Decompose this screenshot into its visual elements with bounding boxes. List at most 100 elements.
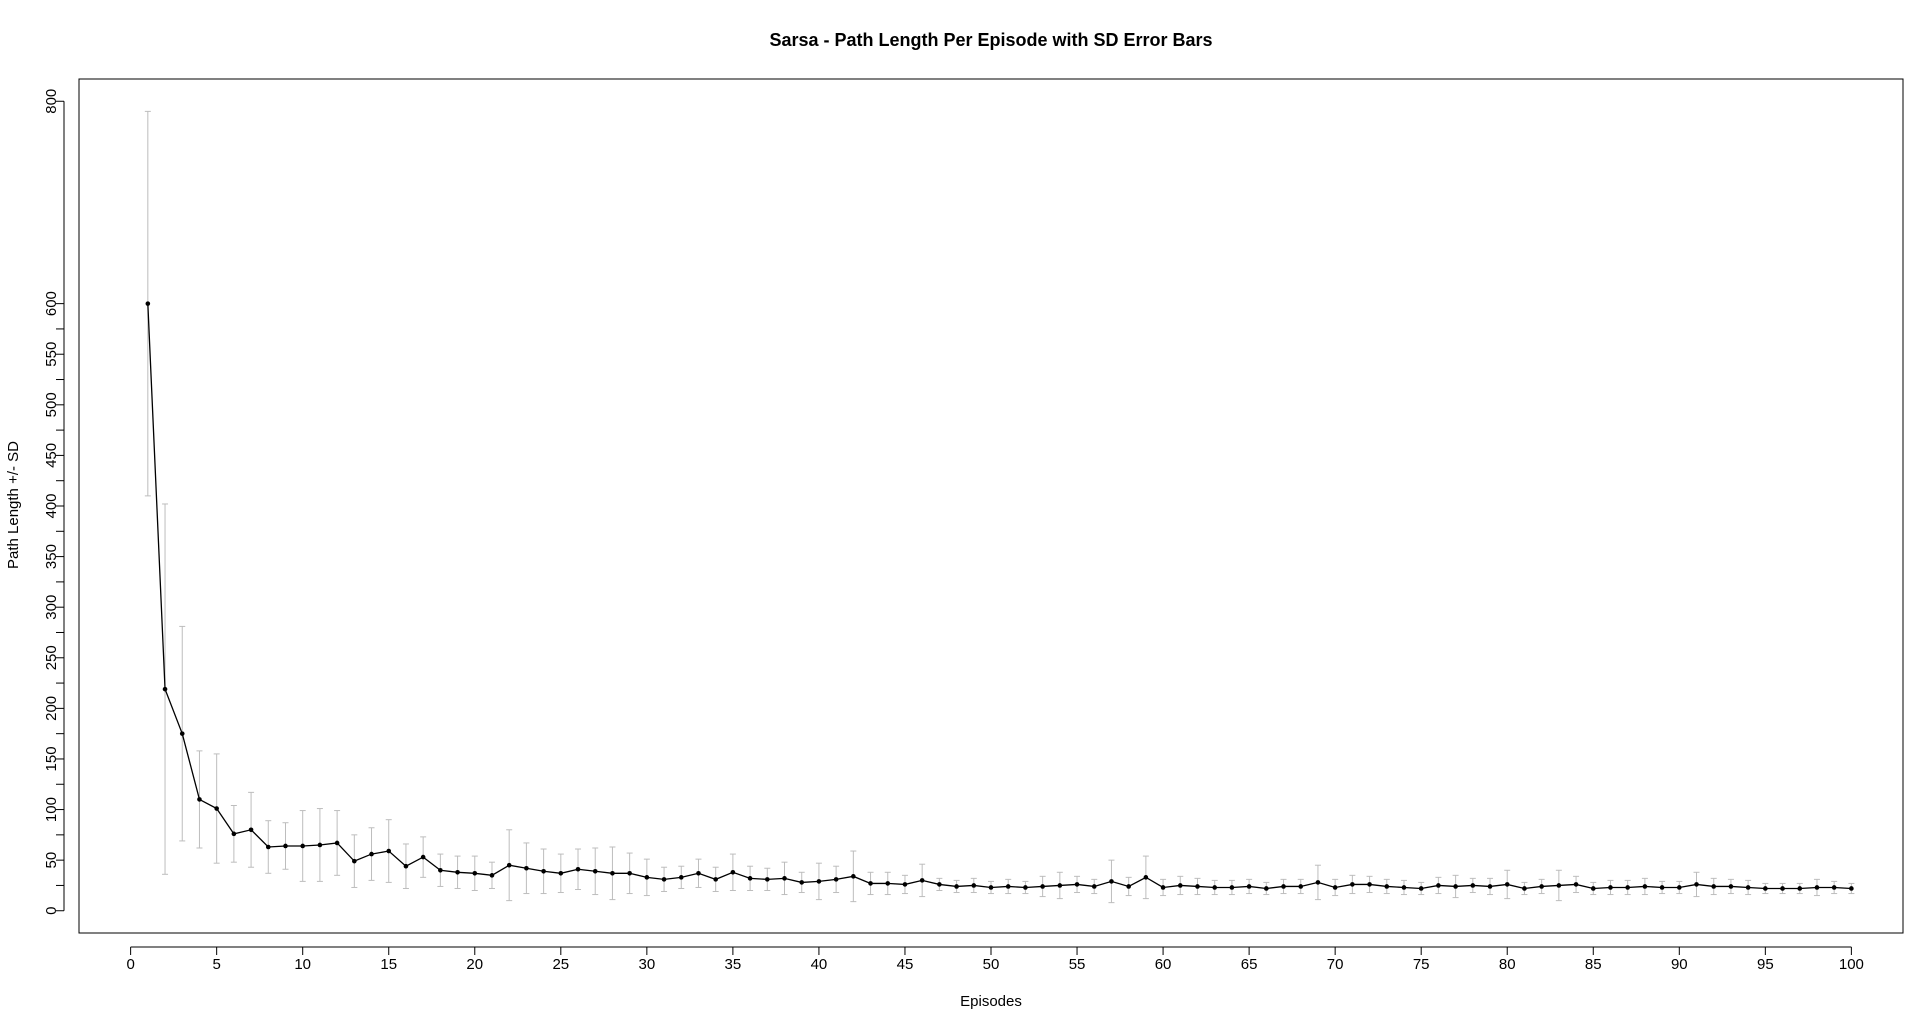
data-point [1057, 883, 1063, 888]
y-axis: 0 50 100 150 200 250 300 350 400 450 500 550 600 800 [43, 89, 65, 915]
y-tick-label: 200 [43, 696, 60, 721]
x-tick-label: 60 [1155, 956, 1172, 973]
data-point [420, 854, 426, 860]
data-point [971, 883, 977, 888]
y-tick-label: 450 [43, 443, 60, 468]
data-point [661, 877, 667, 882]
data-point [1573, 882, 1579, 887]
x-tick-label: 15 [380, 956, 397, 973]
data-point [902, 882, 908, 887]
plot-frame [78, 78, 1904, 934]
data-point [765, 877, 770, 882]
x-tick-label: 75 [1413, 956, 1430, 973]
data-point [352, 858, 357, 864]
data-point [1470, 883, 1476, 888]
data-point [1728, 884, 1734, 889]
data-point [1298, 884, 1304, 889]
data-point [1642, 884, 1648, 889]
data-point [1091, 884, 1097, 889]
x-tick-label: 55 [1069, 956, 1086, 973]
data-point [1177, 883, 1183, 888]
data-point [799, 880, 805, 885]
data-point [919, 878, 925, 883]
data-point [489, 873, 495, 878]
data-point [248, 827, 254, 833]
data-point [145, 301, 151, 306]
data-point [833, 877, 839, 882]
data-point [868, 881, 873, 886]
x-tick-label: 85 [1585, 956, 1602, 973]
x-tick-label: 35 [725, 956, 742, 973]
data-point [1005, 884, 1011, 889]
data-point [713, 877, 718, 882]
data-point [592, 868, 598, 874]
data-point [1487, 884, 1493, 889]
x-tick-label: 25 [552, 956, 569, 973]
data-point [334, 840, 340, 846]
data-point [1264, 886, 1269, 891]
chart-title: Sarsa - Path Length Per Episode with SD … [769, 30, 1212, 50]
data-point [1659, 885, 1665, 890]
data-point [1522, 886, 1527, 891]
y-tick-label: 350 [43, 544, 60, 569]
x-tick-label: 5 [212, 956, 220, 973]
data-point [214, 806, 219, 811]
data-point [1074, 882, 1080, 887]
data-point [851, 874, 856, 879]
data-point [179, 731, 185, 736]
x-tick-label: 45 [897, 956, 914, 973]
data-point [1401, 885, 1407, 890]
data-point [558, 871, 564, 876]
data-point [1281, 884, 1286, 889]
data-point [1625, 885, 1630, 890]
data-point [1539, 884, 1544, 889]
data-point [162, 686, 168, 692]
x-axis-label: Episodes [960, 993, 1022, 1010]
data-point [1780, 886, 1785, 891]
y-tick-label: 600 [43, 291, 60, 316]
x-tick-label: 80 [1499, 956, 1516, 973]
data-point [1126, 884, 1131, 889]
data-point [1350, 882, 1355, 887]
x-tick-label: 70 [1327, 956, 1344, 973]
data-point [1677, 885, 1682, 890]
data-point [283, 843, 288, 849]
y-tick-label: 100 [43, 797, 60, 822]
data-point [954, 884, 959, 889]
data-point [197, 797, 202, 802]
data-point [231, 831, 237, 837]
x-tick-label: 40 [811, 956, 828, 973]
x-tick-label: 95 [1757, 956, 1774, 973]
x-tick-label: 65 [1241, 956, 1258, 973]
data-point [438, 867, 443, 873]
data-point [1763, 886, 1768, 891]
data-point [1109, 879, 1114, 884]
data-point [265, 844, 271, 850]
y-tick-label: 300 [43, 595, 60, 620]
data-point [1590, 886, 1596, 891]
data-point [403, 863, 409, 869]
data-point [1246, 884, 1252, 889]
data-point [369, 851, 374, 857]
data-point [506, 862, 512, 868]
data-point [1711, 884, 1717, 889]
data-point [610, 871, 615, 876]
data-point [816, 879, 822, 884]
data-point [1332, 885, 1338, 890]
data-point [1797, 886, 1803, 891]
x-tick-label: 100 [1839, 956, 1864, 973]
data-point [1453, 884, 1458, 889]
x-tick-label: 50 [983, 956, 1000, 973]
data-points [145, 301, 1854, 891]
series-polyline [147, 303, 1852, 890]
data-point [1814, 885, 1820, 890]
data-point [937, 882, 942, 887]
data-point [1315, 880, 1321, 885]
x-tick-label: 30 [639, 956, 656, 973]
data-point [1556, 883, 1562, 888]
data-point [1849, 886, 1854, 891]
data-point [1143, 875, 1149, 880]
data-point [317, 842, 323, 848]
